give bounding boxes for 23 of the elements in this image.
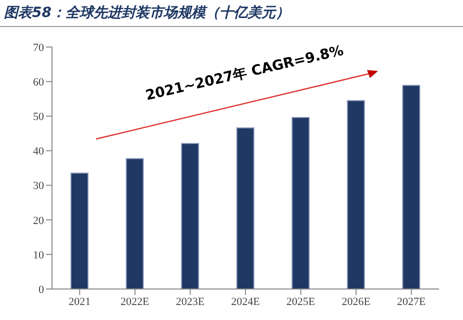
x-tick-label: 2024E xyxy=(231,296,260,308)
y-tick-label: 0 xyxy=(38,284,44,296)
y-tick-label: 50 xyxy=(33,111,44,124)
bar xyxy=(236,127,254,289)
y-tick-label: 70 xyxy=(33,42,44,54)
x-tick-label: 2026E xyxy=(342,296,371,308)
bar xyxy=(292,117,310,289)
x-tick-label: 2025E xyxy=(286,296,316,308)
bar xyxy=(402,84,420,289)
y-tick-label: 60 xyxy=(33,76,44,88)
y-tick-label: 30 xyxy=(33,180,44,192)
x-tick-label: 2023E xyxy=(176,296,205,308)
x-tick-label: 2022E xyxy=(120,296,150,308)
y-tick-label: 20 xyxy=(33,214,44,227)
y-tick-label: 40 xyxy=(33,146,44,158)
chart-title: 图表58：全球先进封装市场规模（十亿美元） xyxy=(0,0,463,27)
x-tick-label: 2027E xyxy=(396,296,426,308)
bar xyxy=(181,142,200,289)
bar xyxy=(70,172,88,289)
bar xyxy=(346,100,365,289)
bar xyxy=(126,158,144,289)
y-tick-label: 10 xyxy=(33,249,44,262)
x-tick-label: 2021 xyxy=(68,296,91,308)
